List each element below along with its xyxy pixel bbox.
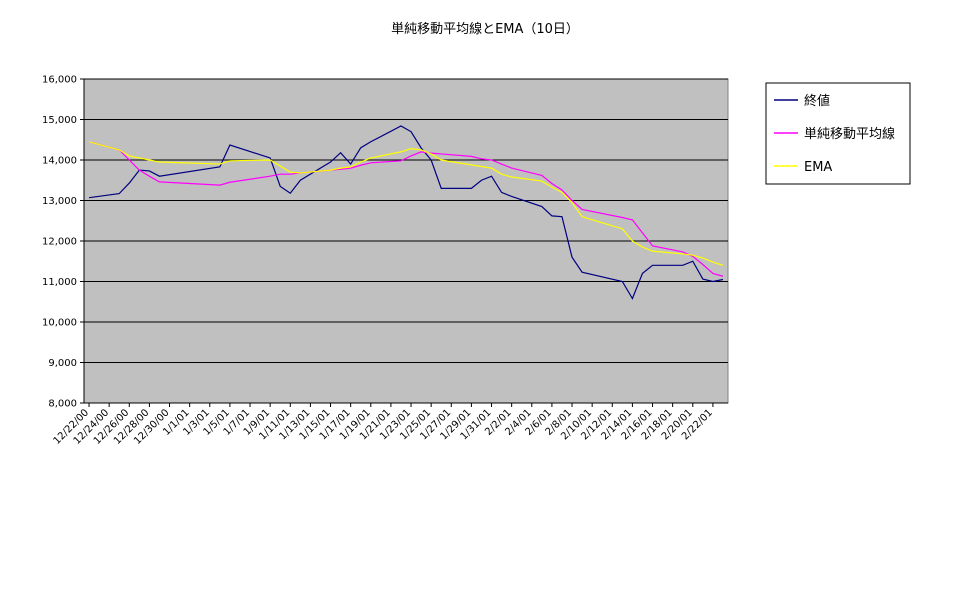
y-tick-label: 10,000 [42, 318, 77, 329]
y-tick-label: 13,000 [42, 196, 77, 207]
legend-label: 終値 [804, 93, 830, 109]
legend-label: 単純移動平均線 [804, 126, 895, 142]
legend-label: EMA [804, 160, 832, 175]
y-tick-label: 16,000 [42, 75, 77, 86]
series-line [88, 141, 724, 277]
y-tick-label: 11,000 [42, 277, 77, 288]
y-tick-label: 9,000 [48, 358, 77, 369]
y-tick-label: 14,000 [42, 156, 77, 167]
y-tick-label: 8,000 [48, 399, 77, 410]
series-line [88, 141, 724, 266]
y-tick-label: 15,000 [42, 115, 77, 126]
series-line [88, 125, 724, 300]
chart-title: 単純移動平均線とEMA（10日） [391, 21, 579, 37]
y-tick-label: 12,000 [42, 237, 77, 248]
